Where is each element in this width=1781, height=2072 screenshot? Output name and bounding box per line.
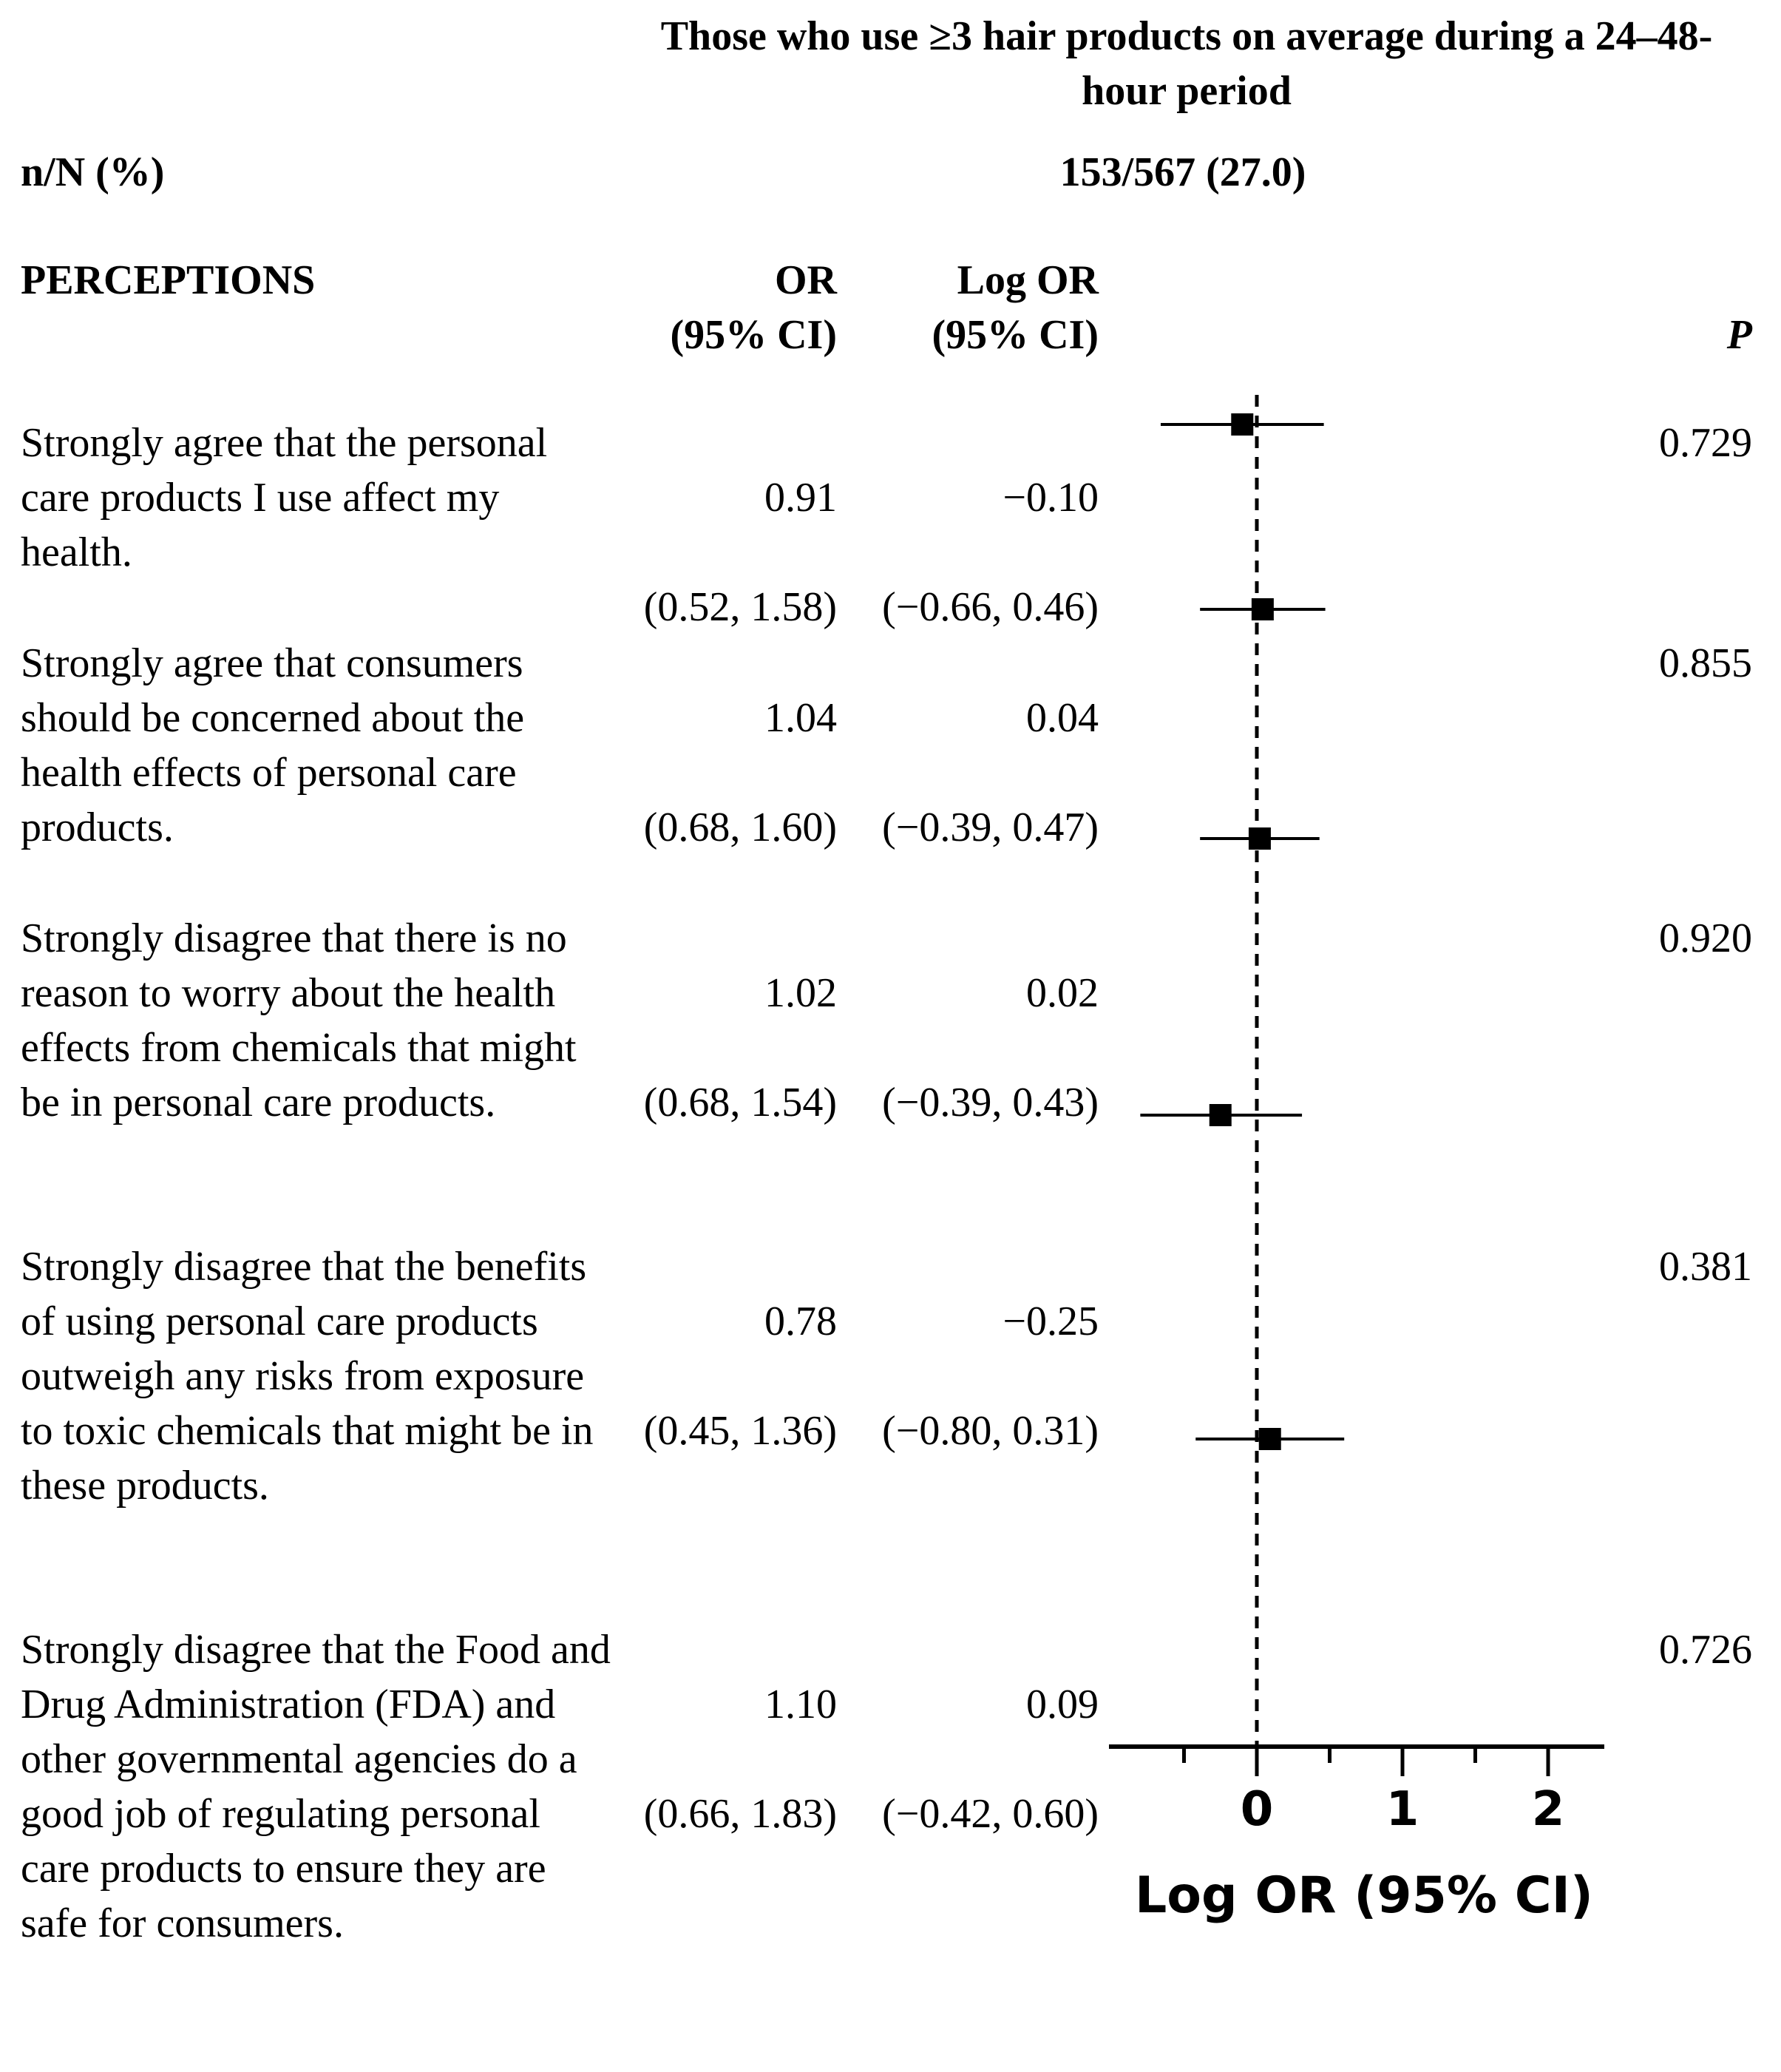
logor-header-line1: Log OR bbox=[957, 257, 1099, 303]
nn-label: n/N (%) bbox=[21, 149, 165, 195]
nn-value: 153/567 (27.0) bbox=[1059, 149, 1306, 195]
point-estimate-marker bbox=[1251, 598, 1274, 620]
group-title: Those who use ≥3 hair products on averag… bbox=[591, 9, 1781, 118]
row-logor-value: 0.04 bbox=[1026, 695, 1099, 741]
row-logor: −0.25 (−0.80, 0.31) bbox=[821, 1239, 1099, 1513]
row-logor: 0.02 (−0.39, 0.43) bbox=[821, 911, 1099, 1185]
row-logor: 0.04 (−0.39, 0.47) bbox=[821, 636, 1099, 910]
row-logor-value: 0.09 bbox=[1026, 1682, 1099, 1727]
x-tick-label: 2 bbox=[1532, 1782, 1565, 1837]
p-header: P bbox=[1726, 312, 1752, 358]
point-estimate-marker bbox=[1248, 827, 1271, 850]
row-or-value: 0.78 bbox=[764, 1299, 837, 1344]
or-header-line2: (95% CI) bbox=[670, 312, 837, 358]
row-or: 1.10 (0.66, 1.83) bbox=[562, 1622, 837, 1896]
point-estimate-marker bbox=[1258, 1428, 1281, 1450]
row-logor-value: −0.25 bbox=[1003, 1299, 1099, 1344]
x-axis-title: Log OR (95% CI) bbox=[1135, 1866, 1593, 1925]
group-title-line1: Those who use ≥3 hair products on averag… bbox=[660, 13, 1713, 59]
row-p: 0.381 bbox=[1659, 1244, 1752, 1290]
row-p: 0.729 bbox=[1659, 420, 1752, 466]
row-or-ci: (0.45, 1.36) bbox=[643, 1408, 837, 1454]
row-or-ci: (0.68, 1.60) bbox=[643, 805, 837, 850]
row-label: Strongly agree that consumers should be … bbox=[21, 640, 525, 850]
row-or-value: 1.04 bbox=[764, 695, 837, 741]
or-header-line1: OR bbox=[775, 257, 837, 303]
row-or-ci: (0.68, 1.54) bbox=[643, 1080, 837, 1125]
row-label: Strongly agree that the personal care pr… bbox=[21, 420, 548, 575]
x-tick-label: 0 bbox=[1241, 1782, 1274, 1837]
row-or: 0.78 (0.45, 1.36) bbox=[562, 1239, 837, 1513]
row-or: 1.02 (0.68, 1.54) bbox=[562, 911, 837, 1185]
logor-header-line2: (95% CI) bbox=[932, 312, 1099, 358]
row-or-ci: (0.52, 1.58) bbox=[643, 584, 837, 630]
row-logor-value: −0.10 bbox=[1003, 475, 1099, 521]
row-logor-value: 0.02 bbox=[1026, 970, 1099, 1016]
point-estimate-marker bbox=[1209, 1104, 1232, 1126]
row-logor: −0.10 (−0.66, 0.46) bbox=[821, 416, 1099, 689]
row-label: Strongly disagree that the benefits of u… bbox=[21, 1244, 594, 1509]
row-or-value: 0.91 bbox=[764, 475, 837, 521]
row-label: Strongly disagree that there is no reaso… bbox=[21, 915, 577, 1125]
row-label: Strongly disagree that the Food and Drug… bbox=[21, 1627, 611, 1946]
row-or: 0.91 (0.52, 1.58) bbox=[562, 416, 837, 689]
row-logor-ci: (−0.39, 0.43) bbox=[882, 1080, 1099, 1125]
row-or-ci: (0.66, 1.83) bbox=[643, 1791, 837, 1837]
row-p: 0.920 bbox=[1659, 915, 1752, 961]
row-logor-ci: (−0.66, 0.46) bbox=[882, 584, 1099, 630]
row-or-value: 1.02 bbox=[764, 970, 837, 1016]
row-logor-ci: (−0.39, 0.47) bbox=[882, 805, 1099, 850]
section-label: PERCEPTIONS bbox=[21, 257, 316, 303]
row-or-value: 1.10 bbox=[764, 1682, 837, 1727]
x-tick-label: 1 bbox=[1386, 1782, 1419, 1837]
row-logor-ci: (−0.42, 0.60) bbox=[882, 1791, 1099, 1837]
row-logor-ci: (−0.80, 0.31) bbox=[882, 1408, 1099, 1454]
group-title-line2: hour period bbox=[1082, 68, 1292, 114]
point-estimate-marker bbox=[1231, 413, 1254, 436]
row-p: 0.726 bbox=[1659, 1627, 1752, 1673]
row-logor: 0.09 (−0.42, 0.60) bbox=[821, 1622, 1099, 1896]
row-or: 1.04 (0.68, 1.60) bbox=[562, 636, 837, 910]
row-p: 0.855 bbox=[1659, 640, 1752, 686]
